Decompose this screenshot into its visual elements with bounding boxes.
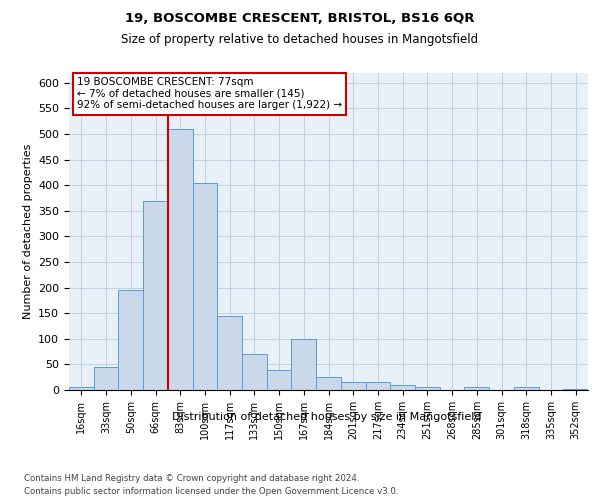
Text: Contains public sector information licensed under the Open Government Licence v3: Contains public sector information licen… [24,488,398,496]
Bar [193,182,217,390]
Bar [292,339,316,390]
Bar [464,388,489,390]
Bar [365,382,390,390]
Bar [217,316,242,390]
Bar [168,129,193,390]
Bar [242,354,267,390]
Text: Distribution of detached houses by size in Mangotsfield: Distribution of detached houses by size … [172,412,482,422]
Y-axis label: Number of detached properties: Number of detached properties [23,144,32,319]
Bar [118,290,143,390]
Text: Contains HM Land Registry data © Crown copyright and database right 2024.: Contains HM Land Registry data © Crown c… [24,474,359,483]
Bar [415,388,440,390]
Text: Size of property relative to detached houses in Mangotsfield: Size of property relative to detached ho… [121,32,479,46]
Bar [341,382,365,390]
Bar [69,388,94,390]
Bar [563,389,588,390]
Bar [316,377,341,390]
Bar [94,367,118,390]
Bar [514,388,539,390]
Bar [267,370,292,390]
Bar [143,200,168,390]
Text: 19, BOSCOMBE CRESCENT, BRISTOL, BS16 6QR: 19, BOSCOMBE CRESCENT, BRISTOL, BS16 6QR [125,12,475,26]
Bar [390,385,415,390]
Text: 19 BOSCOMBE CRESCENT: 77sqm
← 7% of detached houses are smaller (145)
92% of sem: 19 BOSCOMBE CRESCENT: 77sqm ← 7% of deta… [77,78,342,110]
